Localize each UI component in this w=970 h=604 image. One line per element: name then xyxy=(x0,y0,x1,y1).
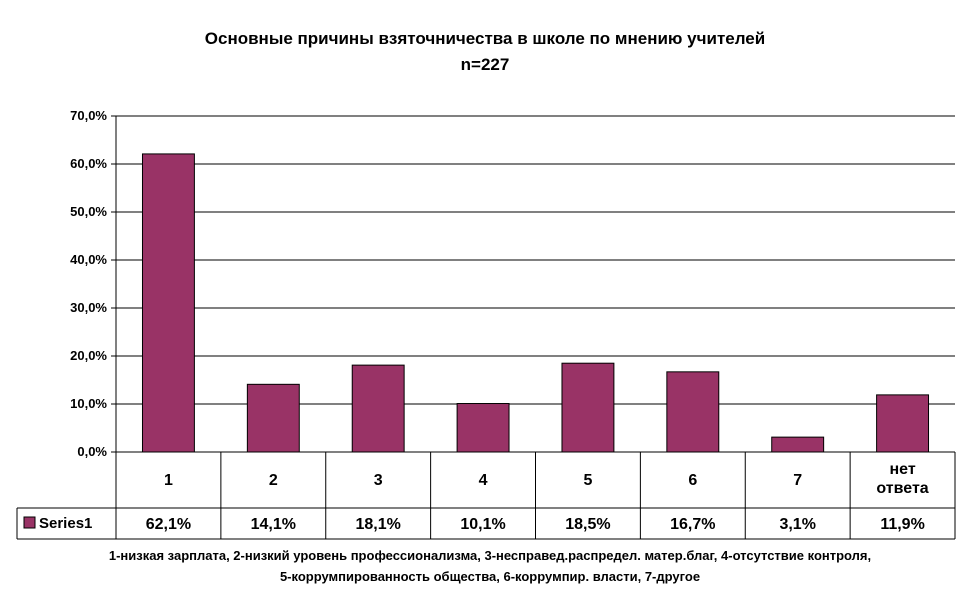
bar xyxy=(876,394,930,453)
y-tick-label: 0,0% xyxy=(77,444,107,459)
gridlines xyxy=(116,115,955,453)
chart-title: Основные причины взяточничества в школе … xyxy=(205,29,765,48)
x-category-label: 5 xyxy=(583,472,592,489)
data-value-label: 16,7% xyxy=(670,516,715,533)
y-axis-ticks: 0,0% 10,0% 20,0% 30,0% 40,0% 50,0% 60,0% 70,0% xyxy=(70,108,117,459)
footnote-line-1: 1-низкая зарплата, 2-низкий уровень проф… xyxy=(109,548,871,563)
legend-series-name: Series1 xyxy=(39,515,92,532)
y-tick-label: 30,0% xyxy=(70,300,107,315)
data-value-label: 10,1% xyxy=(460,516,505,533)
data-value-label: 14,1% xyxy=(251,516,296,533)
data-table: 1 2 3 4 5 6 7 нет ответа 62,1% 14,1% 18,1% 10,1% 18,5… xyxy=(16,451,956,540)
data-value-label: 3,1% xyxy=(779,516,815,533)
bar xyxy=(561,362,615,453)
bars xyxy=(141,153,930,453)
bar xyxy=(246,383,300,453)
bar xyxy=(456,403,510,453)
bar xyxy=(141,153,195,453)
x-category-label: 3 xyxy=(374,472,383,489)
chart-subtitle: n=227 xyxy=(461,55,510,74)
y-tick-label: 50,0% xyxy=(70,204,107,219)
x-category-label: ответа xyxy=(876,480,928,497)
y-tick-label: 20,0% xyxy=(70,348,107,363)
x-category-label: нет xyxy=(889,461,915,478)
data-value-label: 62,1% xyxy=(146,516,191,533)
x-category-label: 4 xyxy=(479,472,488,489)
footnote-line-2: 5-коррумпированность общества, 6-коррумп… xyxy=(280,569,700,584)
data-value-label: 18,1% xyxy=(356,516,401,533)
bar xyxy=(771,436,825,453)
x-category-label: 7 xyxy=(793,472,802,489)
bar xyxy=(666,371,720,453)
x-category-label: 2 xyxy=(269,472,278,489)
y-tick-label: 70,0% xyxy=(70,108,107,123)
x-category-label: 6 xyxy=(688,472,697,489)
y-tick-label: 60,0% xyxy=(70,156,107,171)
y-tick-label: 40,0% xyxy=(70,252,107,267)
legend-swatch xyxy=(23,516,36,529)
x-category-label: 1 xyxy=(164,472,173,489)
data-value-label: 11,9% xyxy=(880,516,924,533)
data-value-label: 18,5% xyxy=(565,516,610,533)
y-tick-label: 10,0% xyxy=(70,396,107,411)
bar xyxy=(351,364,405,453)
